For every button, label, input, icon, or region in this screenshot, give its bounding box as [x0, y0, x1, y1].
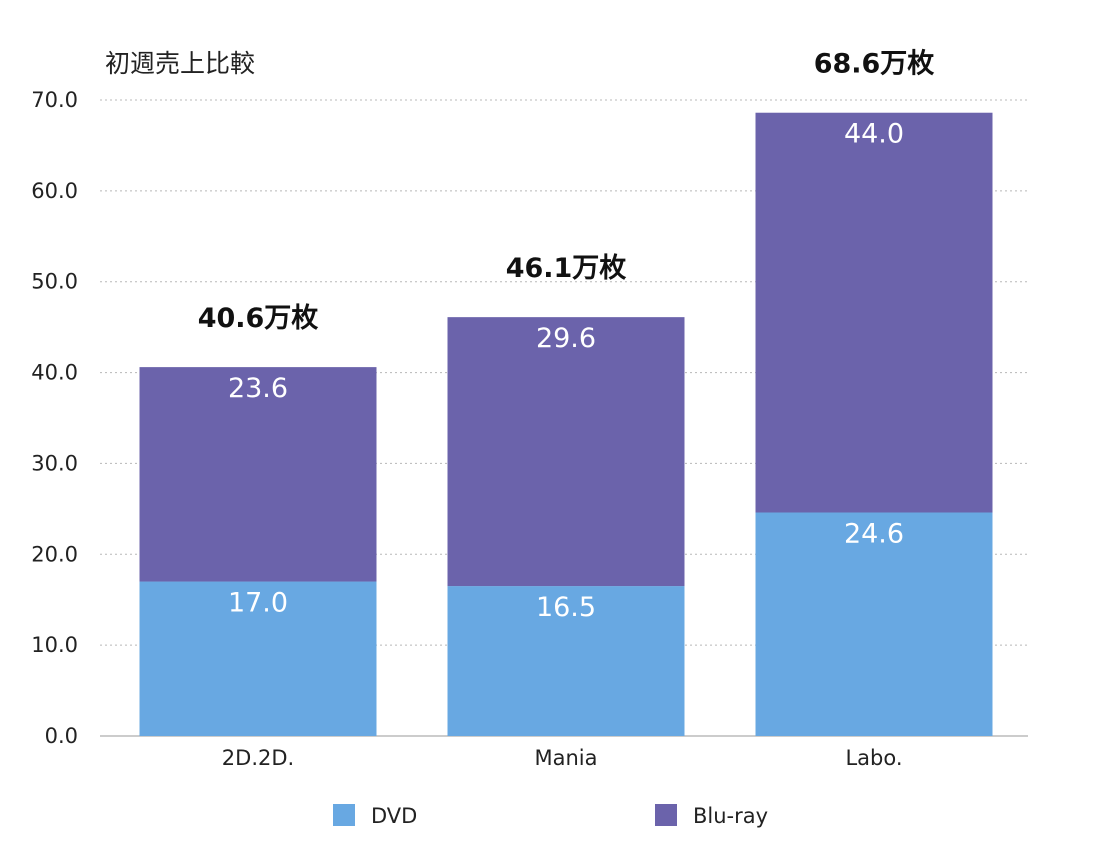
y-tick-label: 50.0	[31, 270, 78, 294]
bar-segment-blu-ray	[139, 367, 377, 582]
category-label: Mania	[535, 746, 598, 770]
segment-value-label: 24.6	[844, 518, 904, 549]
legend-label: Blu-ray	[693, 804, 768, 828]
y-axis-ticks: 0.0 10.0 20.0 30.0 40.0 50.0 60.0 70.0	[31, 88, 78, 748]
x-axis-categories: 2D.2D. Mania Labo.	[222, 746, 903, 770]
y-tick-label: 30.0	[31, 451, 78, 475]
segment-value-label: 16.5	[536, 592, 596, 623]
bar-segment-blu-ray	[447, 317, 685, 587]
y-tick-label: 10.0	[31, 633, 78, 657]
y-tick-label: 0.0	[45, 724, 78, 748]
segment-value-label: 23.6	[228, 373, 288, 404]
category-label: 2D.2D.	[222, 746, 294, 770]
bars	[139, 112, 993, 736]
y-tick-label: 70.0	[31, 88, 78, 112]
segment-value-label: 44.0	[844, 119, 904, 150]
legend-label: DVD	[371, 804, 417, 828]
segment-value-label: 17.0	[228, 588, 288, 619]
legend-swatch	[333, 804, 355, 826]
y-tick-label: 20.0	[31, 542, 78, 566]
segment-labels: 17.0 23.6 16.5 29.6 24.6 44.0	[228, 119, 904, 623]
y-tick-label: 60.0	[31, 179, 78, 203]
legend-swatch	[655, 804, 677, 826]
total-labels: 40.6万枚 46.1万枚 68.6万枚	[198, 49, 935, 334]
category-label: Labo.	[845, 746, 902, 770]
total-label: 68.6万枚	[814, 49, 935, 80]
bar-segment-blu-ray	[755, 112, 993, 513]
bar-segment-dvd	[447, 586, 685, 736]
bar-segment-dvd	[139, 581, 377, 736]
chart-title: 初週売上比較	[105, 49, 255, 78]
total-label: 40.6万枚	[198, 303, 319, 334]
bar-segment-dvd	[755, 512, 993, 736]
y-tick-label: 40.0	[31, 361, 78, 385]
total-label: 46.1万枚	[506, 253, 627, 284]
legend: DVD Blu-ray	[333, 804, 768, 828]
segment-value-label: 29.6	[536, 323, 596, 354]
